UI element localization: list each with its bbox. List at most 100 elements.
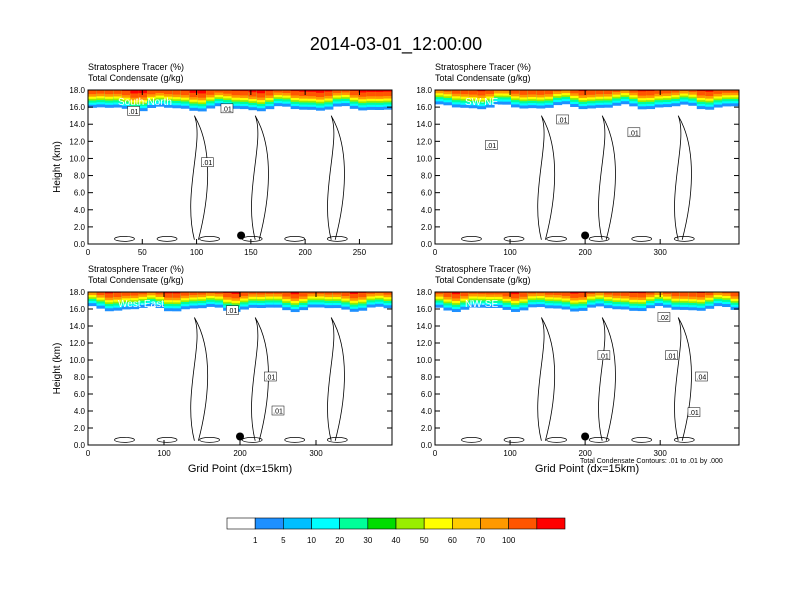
tracer-cell [468,292,478,297]
tracer-cell [256,90,266,94]
y-tick-label: 0.0 [74,441,86,450]
x-axis-label: Grid Point (dx=15km) [188,463,292,475]
tracer-cell [349,292,359,299]
tracer-cell [679,292,689,297]
y-tick-label: 4.0 [421,407,433,416]
x-tick-label: 300 [654,248,668,257]
x-tick-label: 300 [309,449,323,458]
y-tick-label: 6.0 [421,390,433,399]
y-tick-label: 18.0 [69,86,85,95]
tracer-cell [705,90,715,92]
tracer-cell [688,90,698,93]
tracer-cell [265,90,275,96]
colorbar-label: 50 [420,536,429,545]
colorbar-swatch [423,517,453,530]
tracer-cell [189,90,199,98]
contour-label-text: .04 [697,375,707,382]
tracer-cell [713,292,723,296]
tracer-cell [164,292,173,298]
tracer-cell [316,90,325,93]
tracer-cell [561,292,571,296]
y-tick-label: 14.0 [69,322,85,331]
tracer-cell [688,90,698,95]
tracer-cell [663,292,672,295]
y-tick-label: 14.0 [416,322,432,331]
y-tick-label: 16.0 [69,103,85,112]
y-tick-label: 8.0 [74,172,86,181]
contour-label-box [226,305,239,315]
tracer-cell [96,292,106,296]
tracer-cell [155,292,165,295]
tracer-cell [214,292,224,295]
tracer-cell [637,90,647,96]
x-tick-label: 200 [298,248,312,257]
tracer-field [435,292,740,313]
y-tick-label: 6.0 [74,189,86,198]
tracer-cell [265,90,275,92]
x-tick-label: 250 [353,248,367,257]
panel-sw-ne: Stratosphere Tracer (%)Total Condensate … [416,62,740,257]
tracer-cell [730,292,740,297]
y-tick-label: 10.0 [69,356,85,365]
tracer-cell [282,90,292,93]
tracer-cell [341,90,351,93]
tracer-cell [307,90,317,97]
tracer-cell [578,90,588,96]
panel-south-north: Stratosphere Tracer (%)Total Condensate … [52,62,393,257]
tracer-cell [332,90,342,93]
tracer-cell [231,292,241,299]
tracer-cell [223,90,233,94]
tracer-cell [104,90,114,95]
contour-line [190,317,209,441]
contour-label: .01 [627,127,641,137]
tracer-cell [570,292,580,298]
tracer-cell [240,292,249,296]
tracer-cell [366,90,376,92]
tracer-cell [375,90,385,97]
colorbar-swatch [508,517,538,530]
region-label: South-North [118,97,172,108]
tracer-cell [578,292,588,298]
y-tick-label: 2.0 [74,223,86,232]
tracer-cell [527,292,537,297]
tracer-cell [307,292,317,297]
contour-label-text: .01 [689,410,699,417]
contour-label: .01 [556,114,569,124]
tracer-cell [696,90,706,92]
tracer-cell [443,90,453,95]
y-tick-label: 8.0 [74,373,86,382]
colorbar-swatch [452,517,481,530]
panel-subtitle-tracer: Stratosphere Tracer (%) [435,264,531,274]
y-tick-label: 8.0 [421,172,433,181]
contour-label: .01 [271,405,285,416]
tracer-cell [705,292,715,296]
tracer-cell [155,90,165,93]
tracer-cell [688,292,698,297]
contour-label: .01 [226,305,239,315]
y-tick-label: 4.0 [74,206,86,215]
contour-label: .01 [127,106,140,116]
main-title: 2014-03-01_12:00:00 [310,34,482,55]
tracer-cell [248,292,258,297]
x-tick-label: 200 [578,449,592,458]
contour-loop [284,236,306,242]
tracer-cell [663,292,672,297]
x-tick-label: 100 [190,248,204,257]
contour-label-box [201,157,214,167]
tracer-cell [130,292,140,296]
tracer-cell [477,90,487,96]
y-tick-label: 16.0 [69,305,85,314]
tracer-cell [240,90,249,92]
contour-loop [461,437,482,443]
tracer-cell [358,90,368,97]
tracer-cell [578,292,588,294]
tracer-cell [290,90,300,96]
contour-label: .01 [220,103,234,113]
tracer-cell [451,90,461,94]
tracer-cell [502,292,512,297]
tracer-cell [113,292,123,298]
contour-line [251,317,269,441]
tracer-cell [189,90,199,93]
tracer-cell [544,90,554,95]
tracer-cell [553,292,563,295]
